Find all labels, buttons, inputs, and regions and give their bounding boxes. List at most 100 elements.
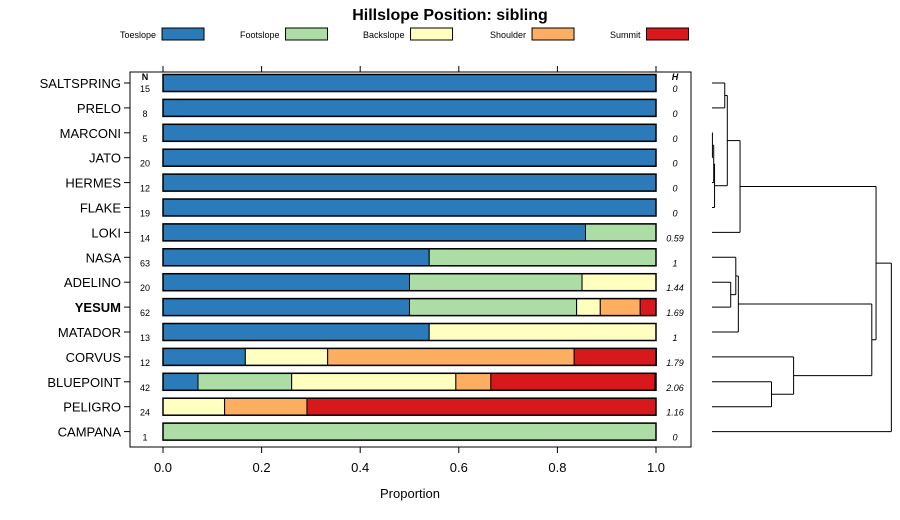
bar-segment-shoulder (599, 298, 641, 317)
bar-segment-backslope (291, 372, 457, 391)
n-value: 19 (140, 209, 150, 219)
h-value: 0 (672, 209, 677, 219)
h-value: 1.44 (666, 283, 684, 293)
h-value: 0 (672, 109, 677, 119)
bar-segment-backslope (162, 397, 226, 416)
n-value: 8 (142, 109, 147, 119)
legend-label: Backslope (363, 30, 405, 40)
bar-outline (162, 248, 657, 267)
bar-segment-toeslope (162, 323, 430, 341)
category-label: HERMES (65, 176, 121, 191)
bar-outline (162, 322, 657, 342)
category-label: LOKI (91, 225, 121, 240)
category-label: BLUEPOINT (47, 375, 121, 390)
bar-row: PRELO 8 0 (77, 98, 678, 119)
h-value: 1 (672, 258, 677, 268)
bar-segment-toeslope (162, 347, 246, 366)
bar-segment-toeslope (162, 148, 657, 167)
bar-segment-backslope (576, 298, 601, 317)
bar-outline (162, 347, 657, 367)
bar-outline (162, 397, 657, 416)
bar-row: CAMPANA 1 0 (58, 422, 678, 443)
bar-row: MARCONI 5 0 (60, 123, 678, 144)
chart-title: Hillslope Position: sibling (352, 7, 548, 24)
h-value: 1.79 (666, 358, 684, 368)
x-axis: 0.0 0.2 0.4 0.6 0.8 1.0 (154, 66, 665, 475)
bar-outline (162, 98, 657, 118)
h-value: 0 (672, 134, 677, 144)
legend-label: Shoulder (490, 30, 526, 40)
bar-segment-footslope (409, 298, 578, 317)
bar-segment-summit (573, 347, 657, 366)
legend-swatch (410, 27, 454, 41)
bar-segment-summit (639, 298, 657, 317)
bar-segment-shoulder (224, 397, 308, 416)
n-value: 15 (140, 84, 150, 94)
bar-segment-toeslope (162, 248, 430, 267)
bar-outline (162, 223, 657, 242)
n-value: 20 (140, 283, 150, 293)
legend-label: Toeslope (120, 30, 156, 40)
bar-outline (162, 372, 657, 392)
h-value: 1.69 (666, 308, 684, 318)
h-value: 0 (672, 184, 677, 194)
bar-segment-footslope (409, 273, 583, 292)
n-value: 1 (142, 433, 147, 443)
h-value: 0 (672, 433, 677, 443)
x-tick-label: 0.6 (450, 460, 468, 475)
bar-outline (162, 123, 657, 143)
bar-outline (162, 173, 657, 192)
n-value: 14 (140, 233, 150, 243)
n-value: 62 (140, 308, 150, 318)
category-label: MATADOR (58, 325, 121, 340)
x-tick-label: 0.2 (253, 460, 271, 475)
category-label: FLAKE (80, 201, 122, 216)
bar-segment-shoulder (327, 347, 575, 366)
bar-row: LOKI 14 0.59 (91, 223, 684, 243)
bar-outline (162, 198, 657, 217)
category-label: ADELINO (64, 275, 121, 290)
legend-label: Footslope (240, 30, 280, 40)
legend-swatch (531, 27, 575, 41)
h-value: 0 (672, 84, 677, 94)
bar-segment-toeslope (162, 198, 657, 217)
category-label: JATO (89, 151, 121, 166)
legend-label: Summit (610, 30, 641, 40)
bar-segment-backslope (244, 347, 329, 366)
bar-outline (162, 422, 657, 441)
bar-segment-toeslope (162, 372, 199, 391)
n-value: 5 (142, 134, 147, 144)
bar-segment-toeslope (162, 223, 587, 242)
category-label: CAMPANA (58, 425, 122, 440)
n-value: 13 (140, 333, 150, 343)
bar-segment-footslope (428, 248, 657, 267)
bar-segment-summit (306, 397, 657, 416)
plot-frame (129, 71, 692, 448)
bar-row: MATADOR 13 1 (58, 322, 678, 343)
n-value: 63 (140, 258, 150, 268)
bar-row: PELIGRO 24 1.16 (63, 397, 684, 418)
bar-outline (162, 148, 657, 167)
bar-row: BLUEPOINT 42 2.06 (47, 372, 684, 393)
legend-swatch (646, 27, 690, 41)
bar-segment-summit (490, 372, 656, 391)
n-value: 24 (140, 408, 150, 418)
bar-row: ADELINO 20 1.44 (64, 272, 684, 293)
x-tick-label: 0.8 (548, 460, 566, 475)
bar-segment-toeslope (162, 74, 657, 92)
h-value: 0 (672, 159, 677, 169)
n-header: N (142, 72, 149, 82)
x-axis-label: Proportion (380, 486, 440, 501)
bar-segment-footslope (162, 422, 657, 441)
legend-swatch (161, 27, 205, 41)
h-value: 0.59 (666, 233, 684, 243)
category-label: PRELO (77, 101, 121, 116)
category-label: NASA (86, 250, 122, 265)
bar-segment-toeslope (162, 298, 410, 317)
n-value: 42 (140, 383, 150, 393)
bar-row: JATO 20 0 (89, 148, 678, 169)
bar-segment-shoulder (455, 372, 492, 391)
h-value: 1 (672, 333, 677, 343)
